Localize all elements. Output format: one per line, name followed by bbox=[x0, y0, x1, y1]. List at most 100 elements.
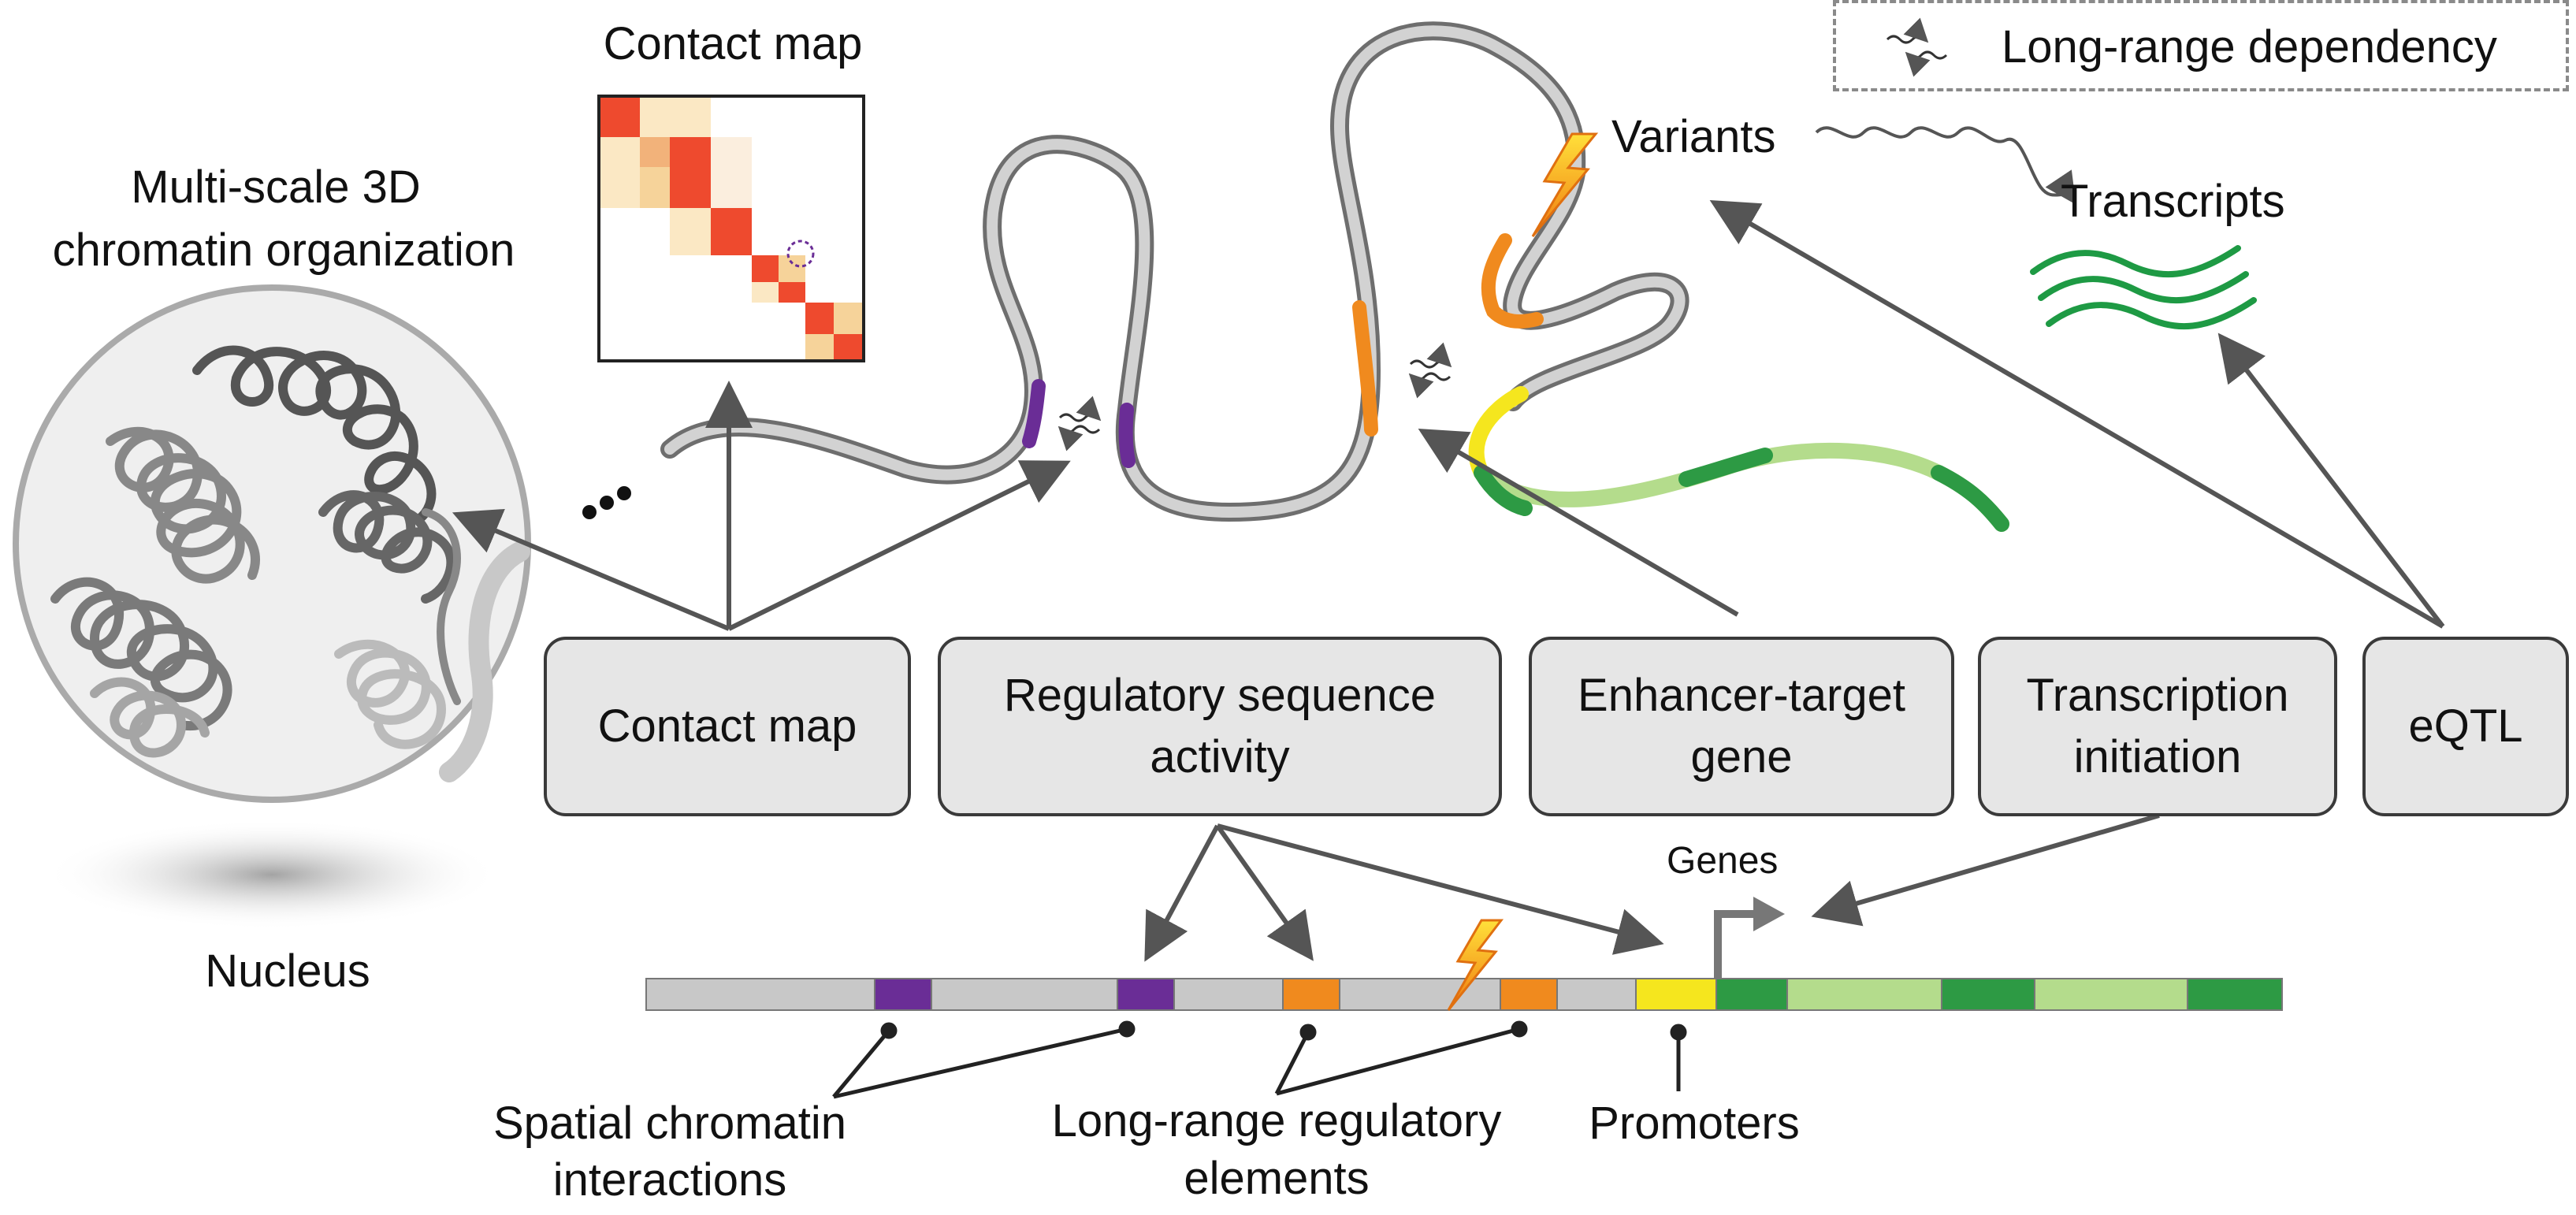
contact-map-cell bbox=[600, 98, 640, 137]
task-box-regulatory-activity: Regulatory sequence activity bbox=[938, 637, 1502, 816]
track-segment bbox=[1786, 978, 1942, 1011]
contact-map-cell bbox=[834, 303, 862, 334]
fiber-gene-dark3 bbox=[1931, 465, 2009, 532]
legend-label: Long-range dependency bbox=[2002, 21, 2497, 72]
wavy-icon-fiber-1 bbox=[1058, 396, 1102, 451]
fiber-gene-dark1 bbox=[1474, 465, 1533, 516]
chromatin-exit-strand-inner bbox=[422, 508, 461, 705]
contact-map-cell bbox=[640, 167, 670, 208]
annotation-pointers bbox=[832, 1020, 1687, 1099]
multiscale-title-line2: chromatin organization bbox=[52, 225, 515, 276]
track-segment bbox=[2034, 978, 2188, 1011]
contact-map-highlight-circle bbox=[786, 240, 815, 268]
chromatin-strand-dark bbox=[192, 345, 437, 525]
task-box-transcription-initiation: Transcription initiation bbox=[1978, 637, 2337, 816]
task-enhancer-line1: Enhancer-target bbox=[1578, 670, 1905, 721]
chromatin-exit-strand bbox=[439, 541, 530, 782]
fiber-orange-upper bbox=[1481, 233, 1544, 329]
arrow-eqtl-to-transcripts bbox=[2217, 333, 2445, 628]
fiber-purple-left bbox=[1022, 379, 1046, 448]
task-eqtl-line1: eQTL bbox=[2408, 700, 2523, 752]
transcripts-icon bbox=[2030, 245, 2257, 330]
chromatin-strand-right bbox=[318, 490, 456, 604]
track-segment bbox=[1715, 978, 1788, 1011]
arrow-enhancer-to-fiber bbox=[1418, 428, 1739, 617]
sequence-track bbox=[645, 978, 2283, 1011]
track-lightning-bolt-icon bbox=[1447, 919, 1504, 1011]
multiscale-title-line1: Multi-scale 3D bbox=[131, 162, 421, 213]
track-segment bbox=[931, 978, 1118, 1011]
legend-box: Long-range dependency bbox=[1833, 0, 2569, 91]
promoters-label: Promoters bbox=[1589, 1098, 1800, 1149]
wavy-double-arrow-icon bbox=[1886, 17, 1948, 77]
task-box-contact-map: Contact map bbox=[544, 637, 911, 816]
lightning-bolt-icon bbox=[1531, 132, 1599, 237]
track-segment bbox=[1282, 978, 1340, 1011]
track-segment bbox=[1339, 978, 1501, 1011]
arrow-reg-to-promoter bbox=[1217, 823, 1664, 955]
contact-map-cell bbox=[834, 334, 862, 359]
track-segment bbox=[645, 978, 875, 1011]
fiber-yellow bbox=[1468, 386, 1529, 481]
task-box-enhancer-target: Enhancer-target gene bbox=[1529, 637, 1954, 816]
chromatin-strand-light2 bbox=[90, 677, 210, 758]
task-contact-map-line1: Contact map bbox=[597, 700, 857, 752]
chromatin-fiber bbox=[660, 21, 2009, 532]
ellipsis-dots bbox=[582, 486, 631, 519]
nucleus-circle bbox=[13, 284, 531, 803]
track-segment bbox=[1173, 978, 1284, 1011]
transcripts-label: Transcripts bbox=[2061, 176, 2285, 227]
track-segment bbox=[874, 978, 932, 1011]
arrow-reg-to-purple bbox=[1144, 824, 1220, 962]
track-segment bbox=[1635, 978, 1717, 1011]
nucleus-illustration bbox=[13, 284, 531, 930]
nucleus-shadow bbox=[43, 819, 500, 930]
contact-map-cell bbox=[640, 137, 670, 167]
contact-map-cell bbox=[711, 208, 752, 255]
contact-map-cell bbox=[670, 208, 711, 255]
track-segment bbox=[2187, 978, 2283, 1011]
longrange-label-line2: elements bbox=[1184, 1153, 1370, 1204]
task-arrows-upper bbox=[452, 199, 2445, 631]
variants-transcripts-link bbox=[1815, 126, 2076, 205]
wavy-icon-fiber-2 bbox=[1408, 342, 1452, 399]
track-segment bbox=[1500, 978, 1558, 1011]
arrow-to-nucleus bbox=[452, 508, 730, 631]
fiber-gene-dark2 bbox=[1678, 448, 1773, 487]
task-regulatory-line1: Regulatory sequence bbox=[1003, 670, 1437, 721]
task-box-eqtl: eQTL bbox=[2362, 637, 2569, 816]
contact-map-cell bbox=[670, 137, 711, 208]
chromatin-strand-mid bbox=[106, 426, 260, 584]
task-regulatory-line2: activity bbox=[1150, 731, 1290, 782]
track-segment bbox=[1941, 978, 2035, 1011]
gene-tss-arrow-icon bbox=[1714, 897, 1785, 981]
contact-map-heatmap bbox=[597, 95, 865, 362]
longrange-label-line1: Long-range regulatory bbox=[1051, 1095, 1502, 1146]
chromatin-strand-mid2 bbox=[50, 577, 232, 731]
variants-label: Variants bbox=[1611, 111, 1776, 162]
contact-map-cell bbox=[805, 334, 834, 359]
genes-label: Genes bbox=[1667, 840, 1779, 882]
arrow-reg-to-orange bbox=[1215, 824, 1314, 961]
fiber-purple-right bbox=[1118, 403, 1136, 468]
arrow-to-fiber bbox=[727, 460, 1071, 631]
contact-map-title: Contact map bbox=[603, 18, 863, 69]
contact-map-cell bbox=[600, 137, 640, 208]
contact-map-cell bbox=[711, 137, 752, 208]
track-segment bbox=[1556, 978, 1637, 1011]
contact-map-cell bbox=[752, 282, 779, 303]
contact-map-cell bbox=[640, 98, 711, 137]
contact-map-cell bbox=[752, 255, 779, 282]
nucleus-label: Nucleus bbox=[205, 946, 370, 997]
chromatin-strand-light bbox=[334, 639, 446, 749]
spatial-label-line2: interactions bbox=[552, 1154, 787, 1206]
task-arrows-lower bbox=[1144, 813, 2160, 962]
arrow-txn-to-genes bbox=[1811, 813, 2160, 927]
task-transcription-line2: initiation bbox=[2073, 731, 2242, 782]
track-segment bbox=[1117, 978, 1175, 1011]
fiber-orange-mid bbox=[1352, 300, 1378, 437]
task-transcription-line1: Transcription bbox=[2026, 670, 2289, 721]
arrow-eqtl-to-variants bbox=[1709, 199, 2444, 629]
task-enhancer-line2: gene bbox=[1690, 731, 1793, 782]
